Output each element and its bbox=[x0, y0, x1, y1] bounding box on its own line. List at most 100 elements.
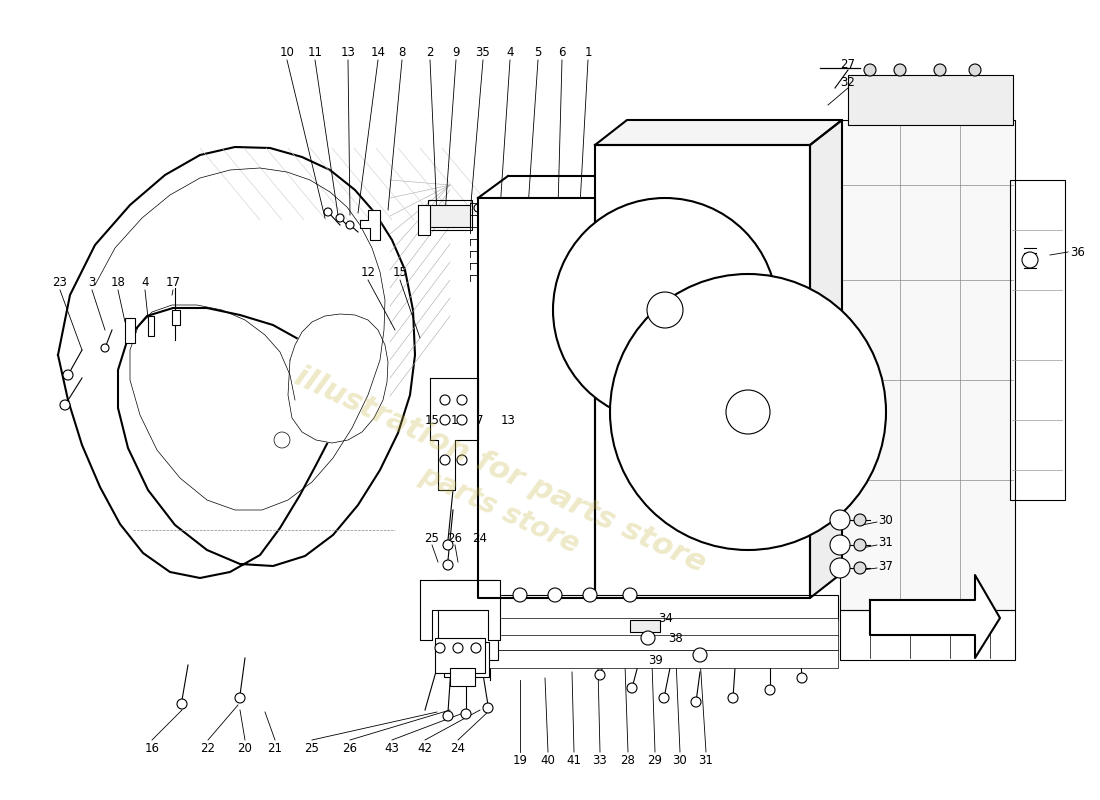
Text: 30: 30 bbox=[878, 514, 893, 526]
Text: 39: 39 bbox=[648, 654, 663, 666]
Circle shape bbox=[336, 214, 344, 222]
Circle shape bbox=[486, 204, 494, 212]
Text: 10: 10 bbox=[279, 46, 295, 58]
Polygon shape bbox=[430, 378, 478, 490]
Circle shape bbox=[726, 390, 770, 434]
Text: 25: 25 bbox=[425, 531, 439, 545]
Text: 24: 24 bbox=[473, 531, 487, 545]
Circle shape bbox=[1022, 252, 1038, 268]
Circle shape bbox=[764, 685, 776, 695]
Text: 35: 35 bbox=[475, 46, 491, 58]
Bar bbox=[125, 318, 135, 343]
Circle shape bbox=[894, 64, 906, 76]
Text: 5: 5 bbox=[535, 46, 541, 58]
Bar bbox=[848, 75, 1013, 125]
Circle shape bbox=[60, 400, 70, 410]
Text: 13: 13 bbox=[341, 46, 355, 58]
Text: 15: 15 bbox=[425, 414, 439, 426]
Circle shape bbox=[498, 204, 506, 212]
Circle shape bbox=[474, 204, 482, 212]
Text: 8: 8 bbox=[398, 46, 406, 58]
Polygon shape bbox=[478, 198, 595, 598]
Text: 26: 26 bbox=[448, 531, 462, 545]
Text: 22: 22 bbox=[200, 742, 216, 754]
Circle shape bbox=[456, 455, 468, 465]
Circle shape bbox=[854, 539, 866, 551]
Text: 1: 1 bbox=[584, 46, 592, 58]
Circle shape bbox=[641, 631, 654, 645]
Polygon shape bbox=[288, 314, 388, 443]
Bar bbox=[172, 310, 180, 325]
Text: 4: 4 bbox=[506, 46, 514, 58]
Text: 4: 4 bbox=[141, 275, 149, 289]
Text: 16: 16 bbox=[144, 742, 159, 754]
Bar bbox=[1010, 180, 1065, 500]
Text: 11: 11 bbox=[308, 46, 322, 58]
Text: 30: 30 bbox=[672, 754, 688, 766]
Bar bbox=[430, 205, 470, 227]
Bar bbox=[448, 595, 838, 620]
Bar bbox=[444, 642, 490, 677]
Text: 29: 29 bbox=[648, 754, 662, 766]
Circle shape bbox=[830, 535, 850, 555]
Polygon shape bbox=[360, 210, 379, 240]
Circle shape bbox=[443, 540, 453, 550]
Bar bbox=[448, 635, 838, 650]
Text: 34: 34 bbox=[658, 611, 673, 625]
Text: 14: 14 bbox=[371, 46, 385, 58]
Circle shape bbox=[969, 64, 981, 76]
Circle shape bbox=[830, 510, 850, 530]
Text: 20: 20 bbox=[238, 742, 252, 754]
Polygon shape bbox=[595, 145, 810, 598]
Text: 41: 41 bbox=[566, 754, 582, 766]
Text: 38: 38 bbox=[668, 631, 683, 645]
Bar bbox=[840, 120, 1015, 610]
Circle shape bbox=[471, 643, 481, 653]
Circle shape bbox=[453, 643, 463, 653]
Polygon shape bbox=[810, 120, 842, 598]
Text: 15: 15 bbox=[393, 266, 407, 278]
Polygon shape bbox=[58, 147, 415, 578]
Circle shape bbox=[456, 395, 468, 405]
Circle shape bbox=[440, 395, 450, 405]
Bar bbox=[840, 610, 1015, 660]
Circle shape bbox=[324, 208, 332, 216]
Circle shape bbox=[854, 562, 866, 574]
Bar bbox=[434, 638, 485, 673]
Circle shape bbox=[583, 588, 597, 602]
Circle shape bbox=[461, 709, 471, 719]
Text: 14: 14 bbox=[451, 414, 465, 426]
Circle shape bbox=[513, 588, 527, 602]
Text: 31: 31 bbox=[878, 537, 893, 550]
Circle shape bbox=[864, 64, 876, 76]
Circle shape bbox=[434, 643, 446, 653]
Circle shape bbox=[934, 64, 946, 76]
Text: 33: 33 bbox=[593, 754, 607, 766]
Circle shape bbox=[63, 370, 73, 380]
Bar bbox=[428, 200, 472, 230]
Text: 40: 40 bbox=[540, 754, 556, 766]
Circle shape bbox=[440, 415, 450, 425]
Text: 9: 9 bbox=[452, 46, 460, 58]
Circle shape bbox=[693, 648, 707, 662]
Polygon shape bbox=[420, 580, 500, 640]
Circle shape bbox=[440, 455, 450, 465]
Text: 24: 24 bbox=[451, 742, 465, 754]
Text: illustration for parts store: illustration for parts store bbox=[289, 362, 711, 578]
Circle shape bbox=[830, 558, 850, 578]
Text: 19: 19 bbox=[513, 754, 528, 766]
Circle shape bbox=[443, 560, 453, 570]
Circle shape bbox=[548, 588, 562, 602]
Text: 26: 26 bbox=[342, 742, 358, 754]
Bar bbox=[148, 316, 154, 336]
Text: 25: 25 bbox=[305, 742, 319, 754]
Text: 21: 21 bbox=[267, 742, 283, 754]
Circle shape bbox=[177, 699, 187, 709]
Circle shape bbox=[456, 415, 468, 425]
Circle shape bbox=[854, 514, 866, 526]
Circle shape bbox=[659, 693, 669, 703]
Circle shape bbox=[627, 683, 637, 693]
Circle shape bbox=[798, 673, 807, 683]
Text: 6: 6 bbox=[558, 46, 565, 58]
Text: 18: 18 bbox=[111, 275, 125, 289]
